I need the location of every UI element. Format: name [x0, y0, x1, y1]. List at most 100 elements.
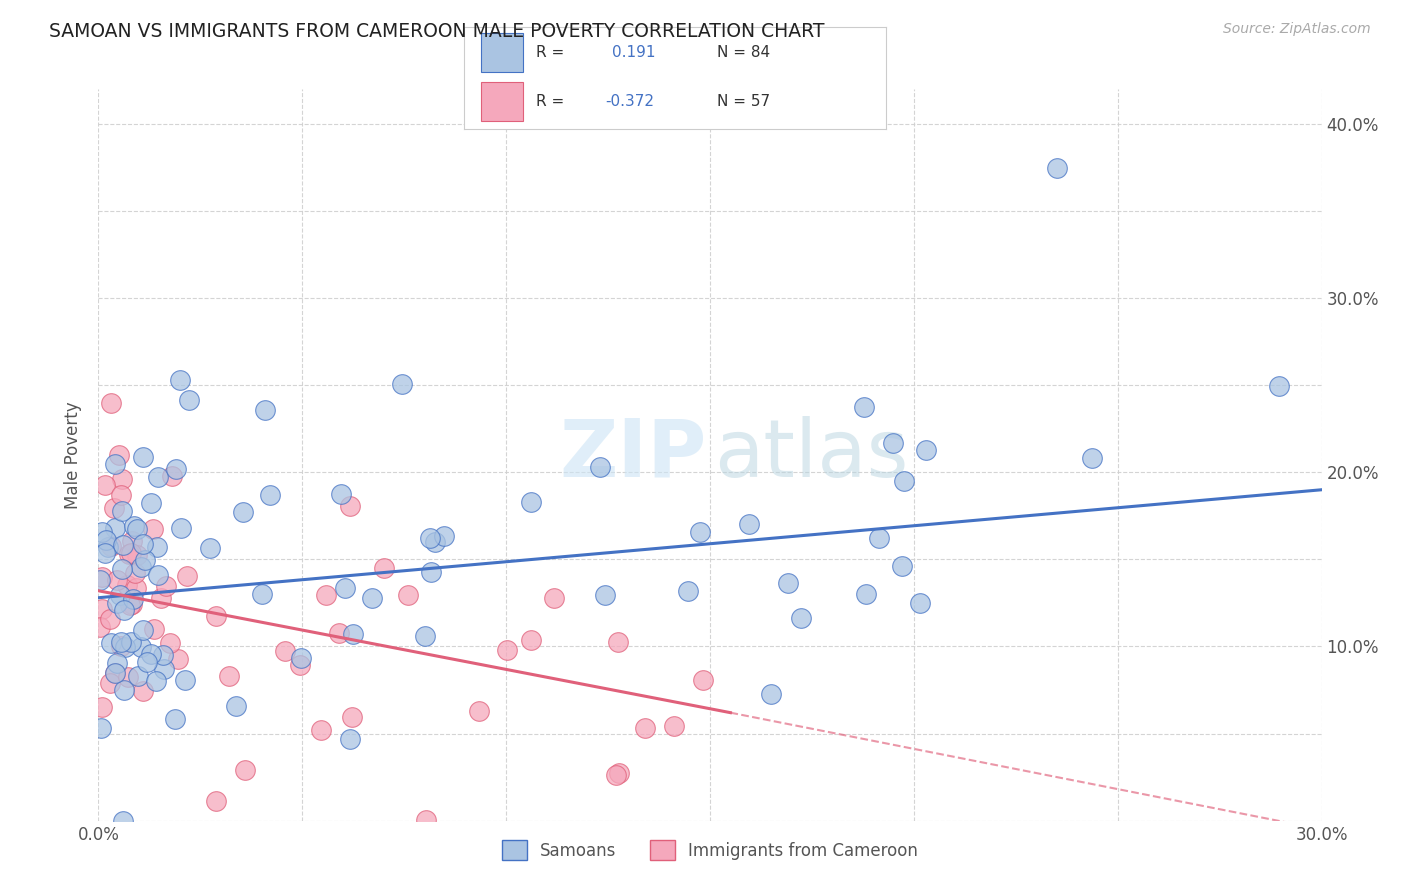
- Immigrants from Cameroon: [155, 579, 177, 593]
- Immigrants from Cameroon: [396, 588, 419, 602]
- Samoans: [165, 712, 187, 726]
- Samoans: [152, 648, 174, 662]
- Samoans: [419, 531, 441, 545]
- Samoans: [259, 488, 281, 502]
- Immigrants from Cameroon: [143, 622, 166, 636]
- Text: ZIP: ZIP: [560, 416, 706, 494]
- Samoans: [253, 402, 276, 417]
- Immigrants from Cameroon: [117, 670, 139, 684]
- Samoans: [170, 521, 193, 535]
- Immigrants from Cameroon: [605, 768, 627, 782]
- Samoans: [361, 591, 384, 606]
- Immigrants from Cameroon: [176, 569, 198, 583]
- Legend: Samoans, Immigrants from Cameroon: Samoans, Immigrants from Cameroon: [495, 833, 925, 867]
- Samoans: [855, 587, 877, 601]
- Samoans: [593, 588, 616, 602]
- Immigrants from Cameroon: [103, 501, 125, 516]
- Immigrants from Cameroon: [288, 657, 311, 672]
- Samoans: [104, 665, 127, 680]
- Samoans: [520, 495, 543, 509]
- Immigrants from Cameroon: [91, 569, 114, 583]
- Immigrants from Cameroon: [98, 612, 121, 626]
- Samoans: [589, 459, 612, 474]
- Samoans: [89, 573, 111, 587]
- Immigrants from Cameroon: [159, 636, 181, 650]
- Samoans: [111, 562, 134, 576]
- Samoans: [105, 596, 128, 610]
- Bar: [481, 33, 523, 72]
- Samoans: [689, 524, 711, 539]
- Samoans: [790, 611, 813, 625]
- Immigrants from Cameroon: [125, 581, 148, 595]
- Samoans: [882, 436, 904, 450]
- Samoans: [893, 474, 915, 488]
- Samoans: [738, 516, 761, 531]
- Immigrants from Cameroon: [98, 676, 121, 690]
- Samoans: [129, 559, 152, 574]
- Samoans: [423, 535, 446, 549]
- Samoans: [333, 581, 356, 595]
- Samoans: [111, 814, 134, 828]
- Samoans: [761, 687, 783, 701]
- Samoans: [122, 591, 145, 606]
- Samoans: [146, 540, 169, 554]
- Text: Source: ZipAtlas.com: Source: ZipAtlas.com: [1223, 22, 1371, 37]
- Samoans: [135, 655, 157, 669]
- Immigrants from Cameroon: [150, 591, 173, 605]
- Samoans: [165, 462, 187, 476]
- Immigrants from Cameroon: [121, 534, 143, 549]
- Samoans: [134, 553, 156, 567]
- Samoans: [132, 623, 155, 637]
- Samoans: [910, 596, 932, 610]
- Samoans: [110, 588, 132, 602]
- Immigrants from Cameroon: [90, 602, 112, 616]
- Immigrants from Cameroon: [120, 598, 142, 612]
- Samoans: [91, 525, 114, 540]
- Samoans: [339, 731, 361, 746]
- Samoans: [177, 393, 200, 408]
- Immigrants from Cameroon: [111, 472, 134, 486]
- Text: R =: R =: [536, 45, 564, 60]
- Samoans: [391, 377, 413, 392]
- Immigrants from Cameroon: [315, 588, 337, 602]
- Immigrants from Cameroon: [110, 488, 132, 502]
- Immigrants from Cameroon: [311, 723, 333, 738]
- Immigrants from Cameroon: [415, 814, 437, 828]
- Immigrants from Cameroon: [141, 522, 163, 536]
- Immigrants from Cameroon: [105, 573, 128, 587]
- Samoans: [111, 538, 134, 552]
- Immigrants from Cameroon: [468, 704, 491, 718]
- Immigrants from Cameroon: [543, 591, 565, 605]
- Immigrants from Cameroon: [94, 478, 117, 492]
- Samoans: [330, 487, 353, 501]
- Samoans: [1045, 161, 1069, 175]
- Samoans: [148, 470, 170, 484]
- Y-axis label: Male Poverty: Male Poverty: [65, 401, 83, 508]
- Immigrants from Cameroon: [274, 644, 297, 658]
- Samoans: [868, 532, 890, 546]
- Samoans: [120, 635, 142, 649]
- Samoans: [110, 634, 132, 648]
- Immigrants from Cameroon: [373, 561, 395, 575]
- Samoans: [104, 457, 127, 471]
- Immigrants from Cameroon: [89, 620, 111, 634]
- Samoans: [112, 683, 135, 698]
- Samoans: [127, 669, 149, 683]
- Samoans: [1268, 378, 1291, 392]
- Immigrants from Cameroon: [634, 721, 657, 735]
- Immigrants from Cameroon: [607, 766, 630, 780]
- Samoans: [97, 540, 120, 554]
- Text: 0.191: 0.191: [612, 45, 655, 60]
- Samoans: [132, 537, 155, 551]
- Immigrants from Cameroon: [91, 700, 114, 714]
- Samoans: [433, 529, 456, 543]
- Samoans: [852, 400, 875, 414]
- Immigrants from Cameroon: [692, 673, 714, 688]
- Immigrants from Cameroon: [120, 546, 142, 560]
- Bar: [481, 82, 523, 121]
- Samoans: [125, 522, 148, 536]
- Samoans: [129, 640, 152, 654]
- Samoans: [198, 541, 221, 555]
- Immigrants from Cameroon: [167, 652, 190, 666]
- Text: atlas: atlas: [714, 416, 908, 494]
